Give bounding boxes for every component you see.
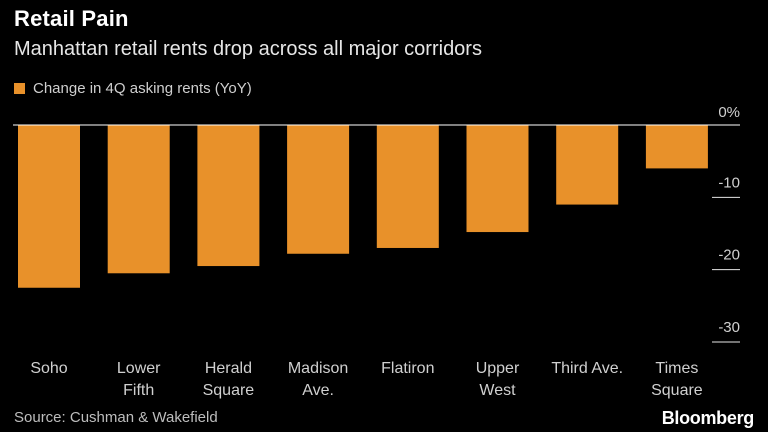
x-tick-label: Upper West	[476, 360, 520, 399]
bar	[107, 125, 170, 274]
bar	[645, 125, 708, 169]
x-tick-label: Soho	[30, 360, 67, 377]
bar	[18, 125, 80, 288]
y-tick-label: 0%	[718, 104, 740, 121]
source-note: Source: Cushman & Wakefield	[14, 409, 218, 426]
legend-swatch	[14, 83, 25, 94]
x-tick-label: Lower Fifth	[117, 360, 161, 399]
bar	[197, 125, 260, 267]
chart-title: Retail Pain	[14, 6, 129, 31]
y-tick-label: -20	[718, 247, 740, 264]
x-tick-label: Herald Square	[203, 360, 255, 399]
bar	[376, 125, 439, 248]
x-tick-label: Third Ave.	[551, 360, 623, 377]
bar	[466, 125, 529, 233]
y-tick-label: -30	[718, 319, 740, 336]
legend: Change in 4Q asking rents (YoY)	[14, 80, 252, 97]
y-tick-label: -10	[718, 174, 740, 191]
bar	[287, 125, 350, 254]
x-tick-label: Flatiron	[381, 360, 434, 377]
chart-subtitle: Manhattan retail rents drop across all m…	[14, 38, 482, 60]
x-tick-label: Times Square	[651, 360, 703, 399]
bar	[556, 125, 619, 205]
bloomberg-logo: Bloomberg	[661, 408, 755, 428]
legend-label: Change in 4Q asking rents (YoY)	[33, 80, 252, 97]
x-tick-label: Madison Ave.	[288, 360, 348, 399]
